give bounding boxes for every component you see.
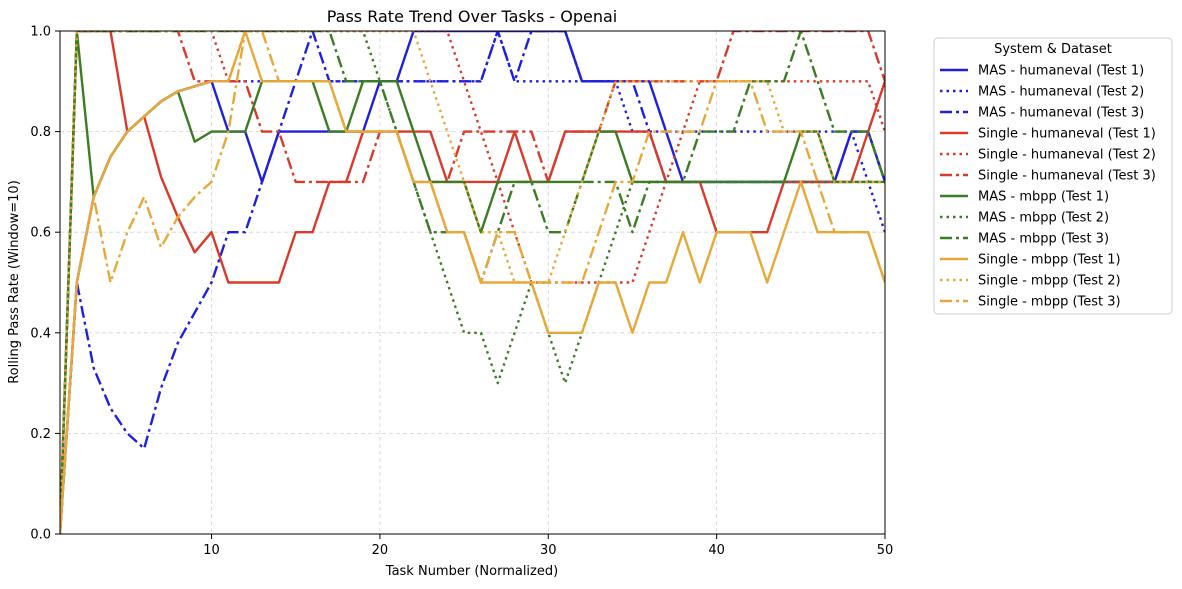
x-tick-label: 10: [203, 543, 220, 558]
y-tick-label: 0.0: [30, 528, 51, 543]
y-tick-label: 0.8: [30, 125, 51, 140]
series-line-12: [60, 31, 885, 534]
y-tick-label: 0.4: [30, 326, 51, 341]
legend-label-7: MAS - mbpp (Test 1): [978, 190, 1109, 205]
x-tick-label: 50: [877, 543, 894, 558]
legend-label-1: MAS - humaneval (Test 1): [978, 64, 1144, 79]
x-axis: 10 20 30 40 50: [203, 534, 893, 558]
legend-label-9: MAS - mbpp (Test 3): [978, 232, 1109, 247]
legend-box: [933, 37, 1173, 315]
series-line-2: [60, 31, 885, 534]
series-lines: [60, 31, 885, 534]
legend: System & Dataset MAS - humaneval (Test 1…: [933, 37, 1173, 315]
legend-label-10: Single - mbpp (Test 1): [978, 253, 1121, 268]
legend-label-6: Single - humaneval (Test 3): [978, 169, 1156, 184]
legend-label-2: MAS - humaneval (Test 2): [978, 85, 1144, 100]
legend-label-8: MAS - mbpp (Test 2): [978, 211, 1109, 226]
x-tick-label: 30: [540, 543, 557, 558]
y-axis: 0.0 0.2 0.4 0.6 0.8 1.0: [30, 25, 60, 543]
y-tick-label: 0.2: [30, 427, 51, 442]
series-line-6: [60, 31, 885, 534]
series-line-8: [60, 31, 885, 534]
legend-title: System & Dataset: [994, 42, 1112, 57]
chart-title: Pass Rate Trend Over Tasks - Openai: [327, 7, 618, 26]
series-line-7: [60, 31, 885, 534]
x-tick-label: 40: [708, 543, 725, 558]
plot-frame: [59, 30, 886, 535]
legend-label-11: Single - mbpp (Test 2): [978, 274, 1121, 289]
x-axis-label: Task Number (Normalized): [385, 564, 558, 579]
y-axis-label: Rolling Pass Rate (Window=10): [7, 180, 22, 384]
x-tick-label: 20: [372, 543, 389, 558]
y-tick-label: 1.0: [30, 25, 51, 40]
legend-label-4: Single - humaneval (Test 1): [978, 127, 1156, 142]
y-tick-label: 0.6: [30, 226, 51, 241]
legend-label-3: MAS - humaneval (Test 3): [978, 106, 1144, 121]
legend-label-5: Single - humaneval (Test 2): [978, 148, 1156, 163]
legend-label-12: Single - mbpp (Test 3): [978, 295, 1121, 310]
series-line-3: [60, 31, 885, 534]
